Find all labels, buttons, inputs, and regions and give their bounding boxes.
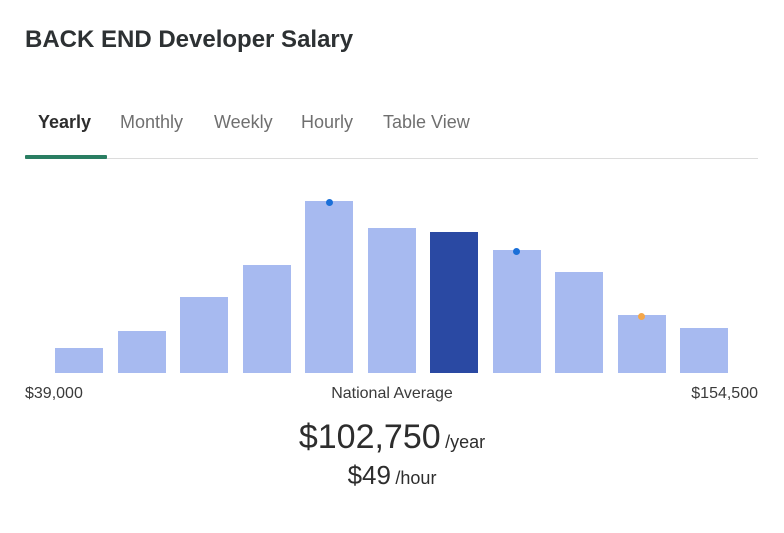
axis-max-label: $154,500 [691,385,758,402]
histogram-bar[interactable] [680,328,728,373]
yearly-unit: /year [445,432,486,452]
histogram-bar[interactable] [555,272,603,373]
histogram-bar[interactable] [492,250,541,373]
active-tab-indicator [25,155,107,159]
tab-yearly[interactable]: Yearly [38,112,92,132]
tab-weekly[interactable]: Weekly [214,112,273,132]
tab-table-view[interactable]: Table View [383,112,470,132]
histogram-bar[interactable] [367,228,416,373]
histogram-bar[interactable] [617,315,666,373]
histogram-bar[interactable] [242,265,291,373]
tab-monthly[interactable]: Monthly [120,112,184,132]
yearly-salary: $102,750 /year [0,418,784,457]
histogram-bar[interactable] [117,331,166,373]
hourly-amount: $49 [347,460,391,490]
tab-hourly[interactable]: Hourly [301,112,354,132]
period-tabs: Yearly Monthly Weekly Hourly Table View [25,108,758,158]
yearly-amount: $102,750 [298,418,441,456]
histogram-bar[interactable] [305,201,353,373]
histogram-bar[interactable] [55,348,103,373]
axis-min-label: $39,000 [25,385,83,402]
histogram-bar-average[interactable] [430,232,478,373]
histogram-bar[interactable] [180,297,228,373]
hourly-salary: $49 /hour [0,460,784,491]
hourly-unit: /hour [395,468,437,488]
tabs-divider [25,158,758,159]
page-title: BACK END Developer Salary [25,26,354,53]
national-average-label: National Average [331,385,453,402]
